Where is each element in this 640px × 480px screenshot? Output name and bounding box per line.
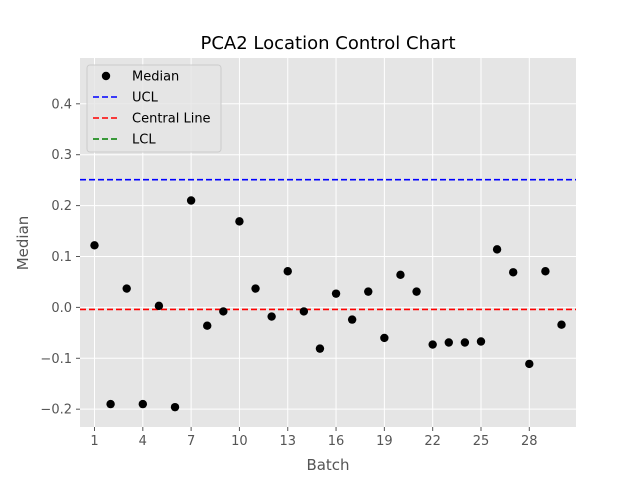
- median-point: [186, 196, 196, 205]
- x-tick-label: 28: [521, 434, 538, 449]
- median-point: [138, 399, 148, 409]
- legend-marker-median: [101, 71, 111, 81]
- median-point: [154, 301, 164, 311]
- x-tick-label: 13: [279, 434, 296, 449]
- tick-labels: 1 4 7 10 13 16 19 22 25 28 −0.2 −0.1 0.0 0.1 0.2 0.3 0.4: [40, 97, 537, 449]
- x-tick-label: 10: [231, 434, 248, 449]
- y-axis-title: Median: [14, 216, 32, 271]
- y-tick-label: 0.3: [51, 148, 72, 163]
- x-tick-label: 19: [376, 434, 393, 449]
- median-point: [396, 270, 405, 280]
- x-tick-label: 22: [424, 434, 441, 449]
- median-point: [122, 284, 131, 293]
- median-point: [508, 268, 518, 277]
- grid: [80, 58, 576, 427]
- y-tick-label: 0.2: [51, 199, 72, 214]
- control-lines: [80, 178, 576, 311]
- median-point: [364, 287, 373, 296]
- median-point: [525, 359, 534, 369]
- median-point: [412, 287, 421, 296]
- median-point: [251, 284, 260, 293]
- legend-label-ucl: UCL: [132, 91, 159, 106]
- median-point: [380, 333, 389, 343]
- median-point: [557, 320, 566, 329]
- y-tick-label: 0.4: [51, 97, 72, 112]
- legend-box: [86, 64, 222, 153]
- median-point: [476, 337, 486, 346]
- median-point: [106, 399, 115, 409]
- median-point: [283, 267, 292, 276]
- y-tick-label: −0.2: [40, 403, 72, 418]
- median-point: [492, 245, 502, 254]
- legend-label-median: Median: [132, 70, 179, 85]
- y-tick-label: 0.0: [51, 301, 72, 316]
- legend-label-central-line: Central Line: [132, 112, 211, 127]
- median-point: [428, 340, 437, 349]
- median-point: [315, 344, 325, 353]
- median-point: [219, 307, 228, 316]
- x-tick-label: 7: [187, 434, 195, 449]
- legend: Median UCL Central Line LCL: [86, 64, 222, 153]
- median-point: [203, 321, 212, 330]
- median-point: [444, 338, 453, 347]
- median-point: [299, 307, 309, 316]
- median-point: [331, 289, 341, 298]
- median-point: [90, 241, 99, 250]
- median-point: [170, 402, 180, 412]
- y-tick-label: −0.1: [40, 352, 72, 367]
- median-point: [460, 338, 470, 347]
- median-point: [235, 217, 244, 226]
- median-point: [347, 315, 357, 324]
- x-tick-label: 4: [139, 434, 147, 449]
- x-tick-label: 16: [328, 434, 345, 449]
- x-axis-title: Batch: [306, 456, 349, 474]
- median-points: [90, 196, 566, 412]
- chart-title: PCA2 Location Control Chart: [200, 33, 455, 54]
- y-tick-label: 0.1: [51, 250, 72, 265]
- x-tick-label: 1: [90, 434, 98, 449]
- legend-label-lcl: LCL: [132, 133, 156, 148]
- x-tick-label: 25: [473, 434, 490, 449]
- median-point: [541, 267, 550, 276]
- median-point: [267, 312, 276, 321]
